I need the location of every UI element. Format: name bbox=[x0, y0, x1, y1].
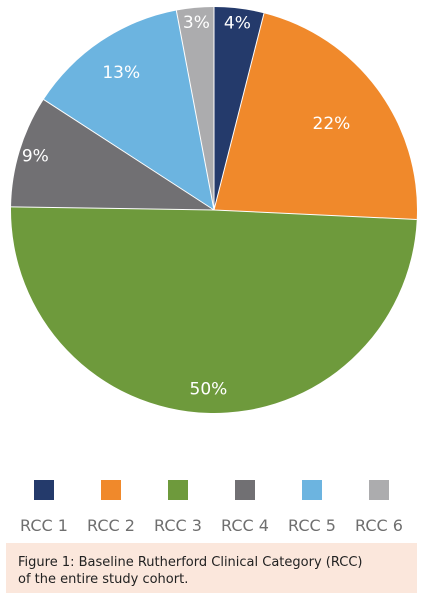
legend-swatch-rcc-6 bbox=[369, 480, 389, 500]
legend-label-rcc-1: RCC 1 bbox=[20, 516, 68, 535]
pie-chart: 4%22%50%9%13%3% RCC 1 RCC 2 RCC 3 RCC 4 RCC … bbox=[10, 7, 417, 535]
slice-label-rcc-6: 3% bbox=[183, 13, 210, 33]
slice-label-rcc-4: 9% bbox=[22, 147, 49, 167]
legend-label-rcc-6: RCC 6 bbox=[355, 516, 403, 535]
legend-swatch-rcc-4 bbox=[235, 480, 255, 500]
caption-line-1: Figure 1: Baseline Rutherford Clinical C… bbox=[18, 555, 363, 570]
slice-separator bbox=[213, 209, 417, 220]
slice-separator bbox=[213, 13, 265, 211]
pie-slice-rcc-4 bbox=[11, 99, 214, 210]
pie-slice-rcc-2 bbox=[214, 13, 417, 220]
pie-slices bbox=[10, 7, 417, 413]
legend-swatch-rcc-5 bbox=[302, 480, 322, 500]
pie-slice-rcc-3 bbox=[10, 206, 417, 413]
slice-label-rcc-2: 22% bbox=[313, 114, 351, 134]
caption-line-2: of the entire study cohort. bbox=[18, 572, 189, 587]
pie-slice-rcc-5 bbox=[43, 10, 214, 211]
figure-caption: Figure 1: Baseline Rutherford Clinical C… bbox=[6, 543, 417, 593]
legend-label-rcc-4: RCC 4 bbox=[221, 516, 269, 535]
slice-labels: 4% 22% 50% 9% 13% 3% bbox=[22, 13, 350, 400]
slice-label-rcc-3: 50% bbox=[190, 380, 228, 400]
slice-separator bbox=[43, 99, 215, 211]
legend-label-rcc-2: RCC 2 bbox=[87, 516, 135, 535]
legend-swatch-rcc-3 bbox=[168, 480, 188, 500]
slice-label-rcc-5: 13% bbox=[102, 63, 140, 83]
slice-label-rcc-1: 4% bbox=[224, 14, 251, 34]
legend-swatch-rcc-2 bbox=[101, 480, 121, 500]
legend-label-rcc-3: RCC 3 bbox=[154, 516, 202, 535]
legend-label-rcc-5: RCC 5 bbox=[288, 516, 336, 535]
slice-separator bbox=[11, 206, 215, 211]
legend-swatch-rcc-1 bbox=[34, 480, 54, 500]
slice-separator bbox=[175, 10, 215, 211]
legend: RCC 1 RCC 2 RCC 3 RCC 4 RCC 5 RCC 6 bbox=[20, 480, 403, 535]
